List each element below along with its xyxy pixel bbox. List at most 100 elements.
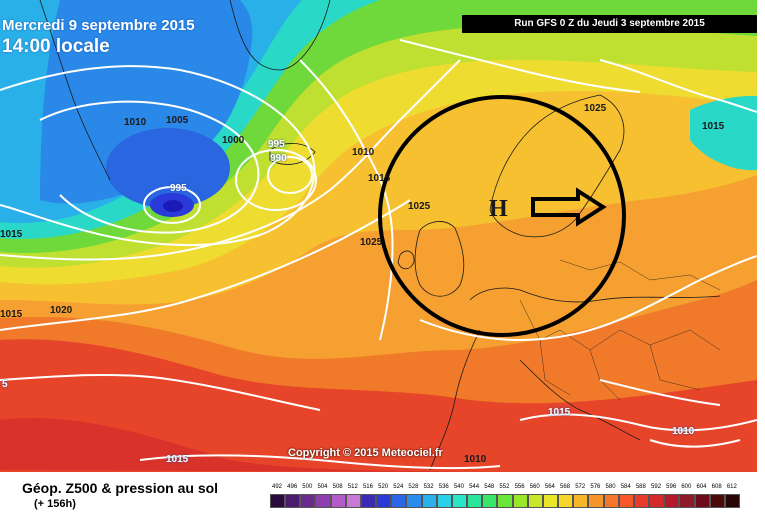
scale-label: 568	[560, 484, 571, 490]
isobar-label: 1015	[702, 121, 725, 132]
forecast-map: Mercredi 9 septembre 2015 14:00 locale R…	[0, 0, 757, 472]
geopotential-map-svg	[0, 0, 757, 472]
scale-swatch	[315, 494, 331, 508]
forecast-time: 14:00 locale	[2, 36, 110, 57]
isobar-label: 995	[170, 183, 187, 194]
isobar-label: 995	[268, 139, 285, 150]
scale-label: 496	[287, 484, 298, 490]
field-title: Géop. Z500 & pression au sol	[22, 480, 219, 496]
scale-label: 544	[469, 484, 480, 490]
scale-swatch	[451, 494, 468, 508]
scale-label: 520	[378, 484, 389, 490]
scale-swatch	[724, 494, 740, 508]
scale-swatch	[436, 494, 452, 508]
scale-label: 584	[620, 484, 631, 490]
isobar-label: 1000	[222, 135, 245, 146]
scale-label: 512	[347, 484, 358, 490]
scale-label: 596	[666, 484, 677, 490]
eastward-arrow	[531, 187, 607, 227]
scale-swatch	[679, 494, 695, 508]
scale-label: 588	[635, 484, 646, 490]
band-low-center	[163, 200, 183, 212]
scale-label: 536	[438, 484, 449, 490]
scale-label: 564	[544, 484, 555, 490]
isobar-label: 1010	[124, 117, 147, 128]
isobar-label: 5	[2, 379, 8, 390]
scale-swatch	[558, 494, 574, 508]
scale-swatch	[527, 494, 543, 508]
isobars	[0, 39, 757, 470]
band-iberia-lowred	[0, 418, 460, 472]
scale-swatch	[664, 494, 680, 508]
isobar-label: 1015	[548, 407, 571, 418]
scale-label: 572	[575, 484, 586, 490]
scale-label: 580	[605, 484, 616, 490]
scale-swatch	[588, 494, 604, 508]
british-isles-outline	[397, 221, 465, 297]
band-northeast-cyan	[690, 95, 757, 171]
scale-swatch	[406, 494, 422, 508]
scale-label: 600	[681, 484, 692, 490]
high-pressure-symbol: H	[489, 196, 508, 222]
scale-label: 500	[302, 484, 313, 490]
isobar-label: 1015	[166, 454, 189, 465]
scale-swatch	[300, 494, 316, 508]
scale-swatch	[467, 494, 483, 508]
colour-scale-labels: 492 496 500 504 508 512 516 520 524 528 532 536 540 5…	[270, 484, 740, 494]
scale-label: 592	[651, 484, 662, 490]
scale-swatch	[345, 494, 361, 508]
isobar-label: 1025	[360, 237, 383, 248]
scale-swatch	[270, 494, 286, 508]
scale-label: 576	[590, 484, 601, 490]
scale-swatch	[618, 494, 634, 508]
scale-swatch	[497, 494, 513, 508]
scale-swatch	[573, 494, 589, 508]
scale-label: 516	[362, 484, 373, 490]
scale-label: 608	[711, 484, 722, 490]
greenland-landmass	[229, 0, 331, 71]
isobar-label: 1010	[672, 426, 695, 437]
isobar-label: 1010	[352, 147, 375, 158]
scale-swatch	[421, 494, 437, 508]
scale-swatch	[542, 494, 559, 508]
isobar-label: 1015	[0, 309, 23, 320]
isobar-label: 1015	[0, 229, 23, 240]
colour-scale-bar	[270, 494, 740, 508]
scale-swatch	[709, 494, 725, 508]
isobar-label: 1025	[408, 201, 431, 212]
scale-swatch	[376, 494, 392, 508]
europe-coastline	[429, 287, 721, 471]
forecast-lead: (+ 156h)	[34, 498, 76, 510]
scale-swatch	[512, 494, 528, 508]
scale-label: 524	[393, 484, 404, 490]
scale-label: 604	[696, 484, 707, 490]
scale-label: 528	[408, 484, 419, 490]
scale-swatch	[330, 494, 346, 508]
scale-swatch	[649, 494, 665, 508]
isobar-label: 1005	[166, 115, 189, 126]
scale-swatch	[360, 494, 377, 508]
scale-label: 548	[484, 484, 495, 490]
isobar-label: 1020	[50, 305, 73, 316]
band-deep-blue	[106, 128, 230, 208]
scale-swatch	[633, 494, 650, 508]
iceland-outline	[269, 143, 316, 165]
model-run-banner: Run GFS 0 Z du Jeudi 3 septembre 2015	[462, 15, 757, 33]
scale-label: 532	[423, 484, 434, 490]
scandinavia-outline	[489, 94, 625, 238]
map-footer: Géop. Z500 & pression au sol (+ 156h) 49…	[0, 472, 765, 525]
scale-swatch	[482, 494, 498, 508]
isobar-label: 1015	[368, 173, 391, 184]
scale-label: 556	[514, 484, 525, 490]
forecast-date: Mercredi 9 septembre 2015	[2, 17, 195, 34]
scale-label: 492	[271, 484, 282, 490]
copyright-notice: Copyright © 2015 Meteociel.fr	[288, 447, 443, 459]
high-pressure-circle	[378, 95, 626, 337]
isobar-label: 990	[270, 153, 287, 164]
scale-label: 504	[317, 484, 328, 490]
scale-swatch	[285, 494, 301, 508]
scale-swatch	[694, 494, 710, 508]
scale-label: 552	[499, 484, 510, 490]
scale-swatch	[391, 494, 407, 508]
